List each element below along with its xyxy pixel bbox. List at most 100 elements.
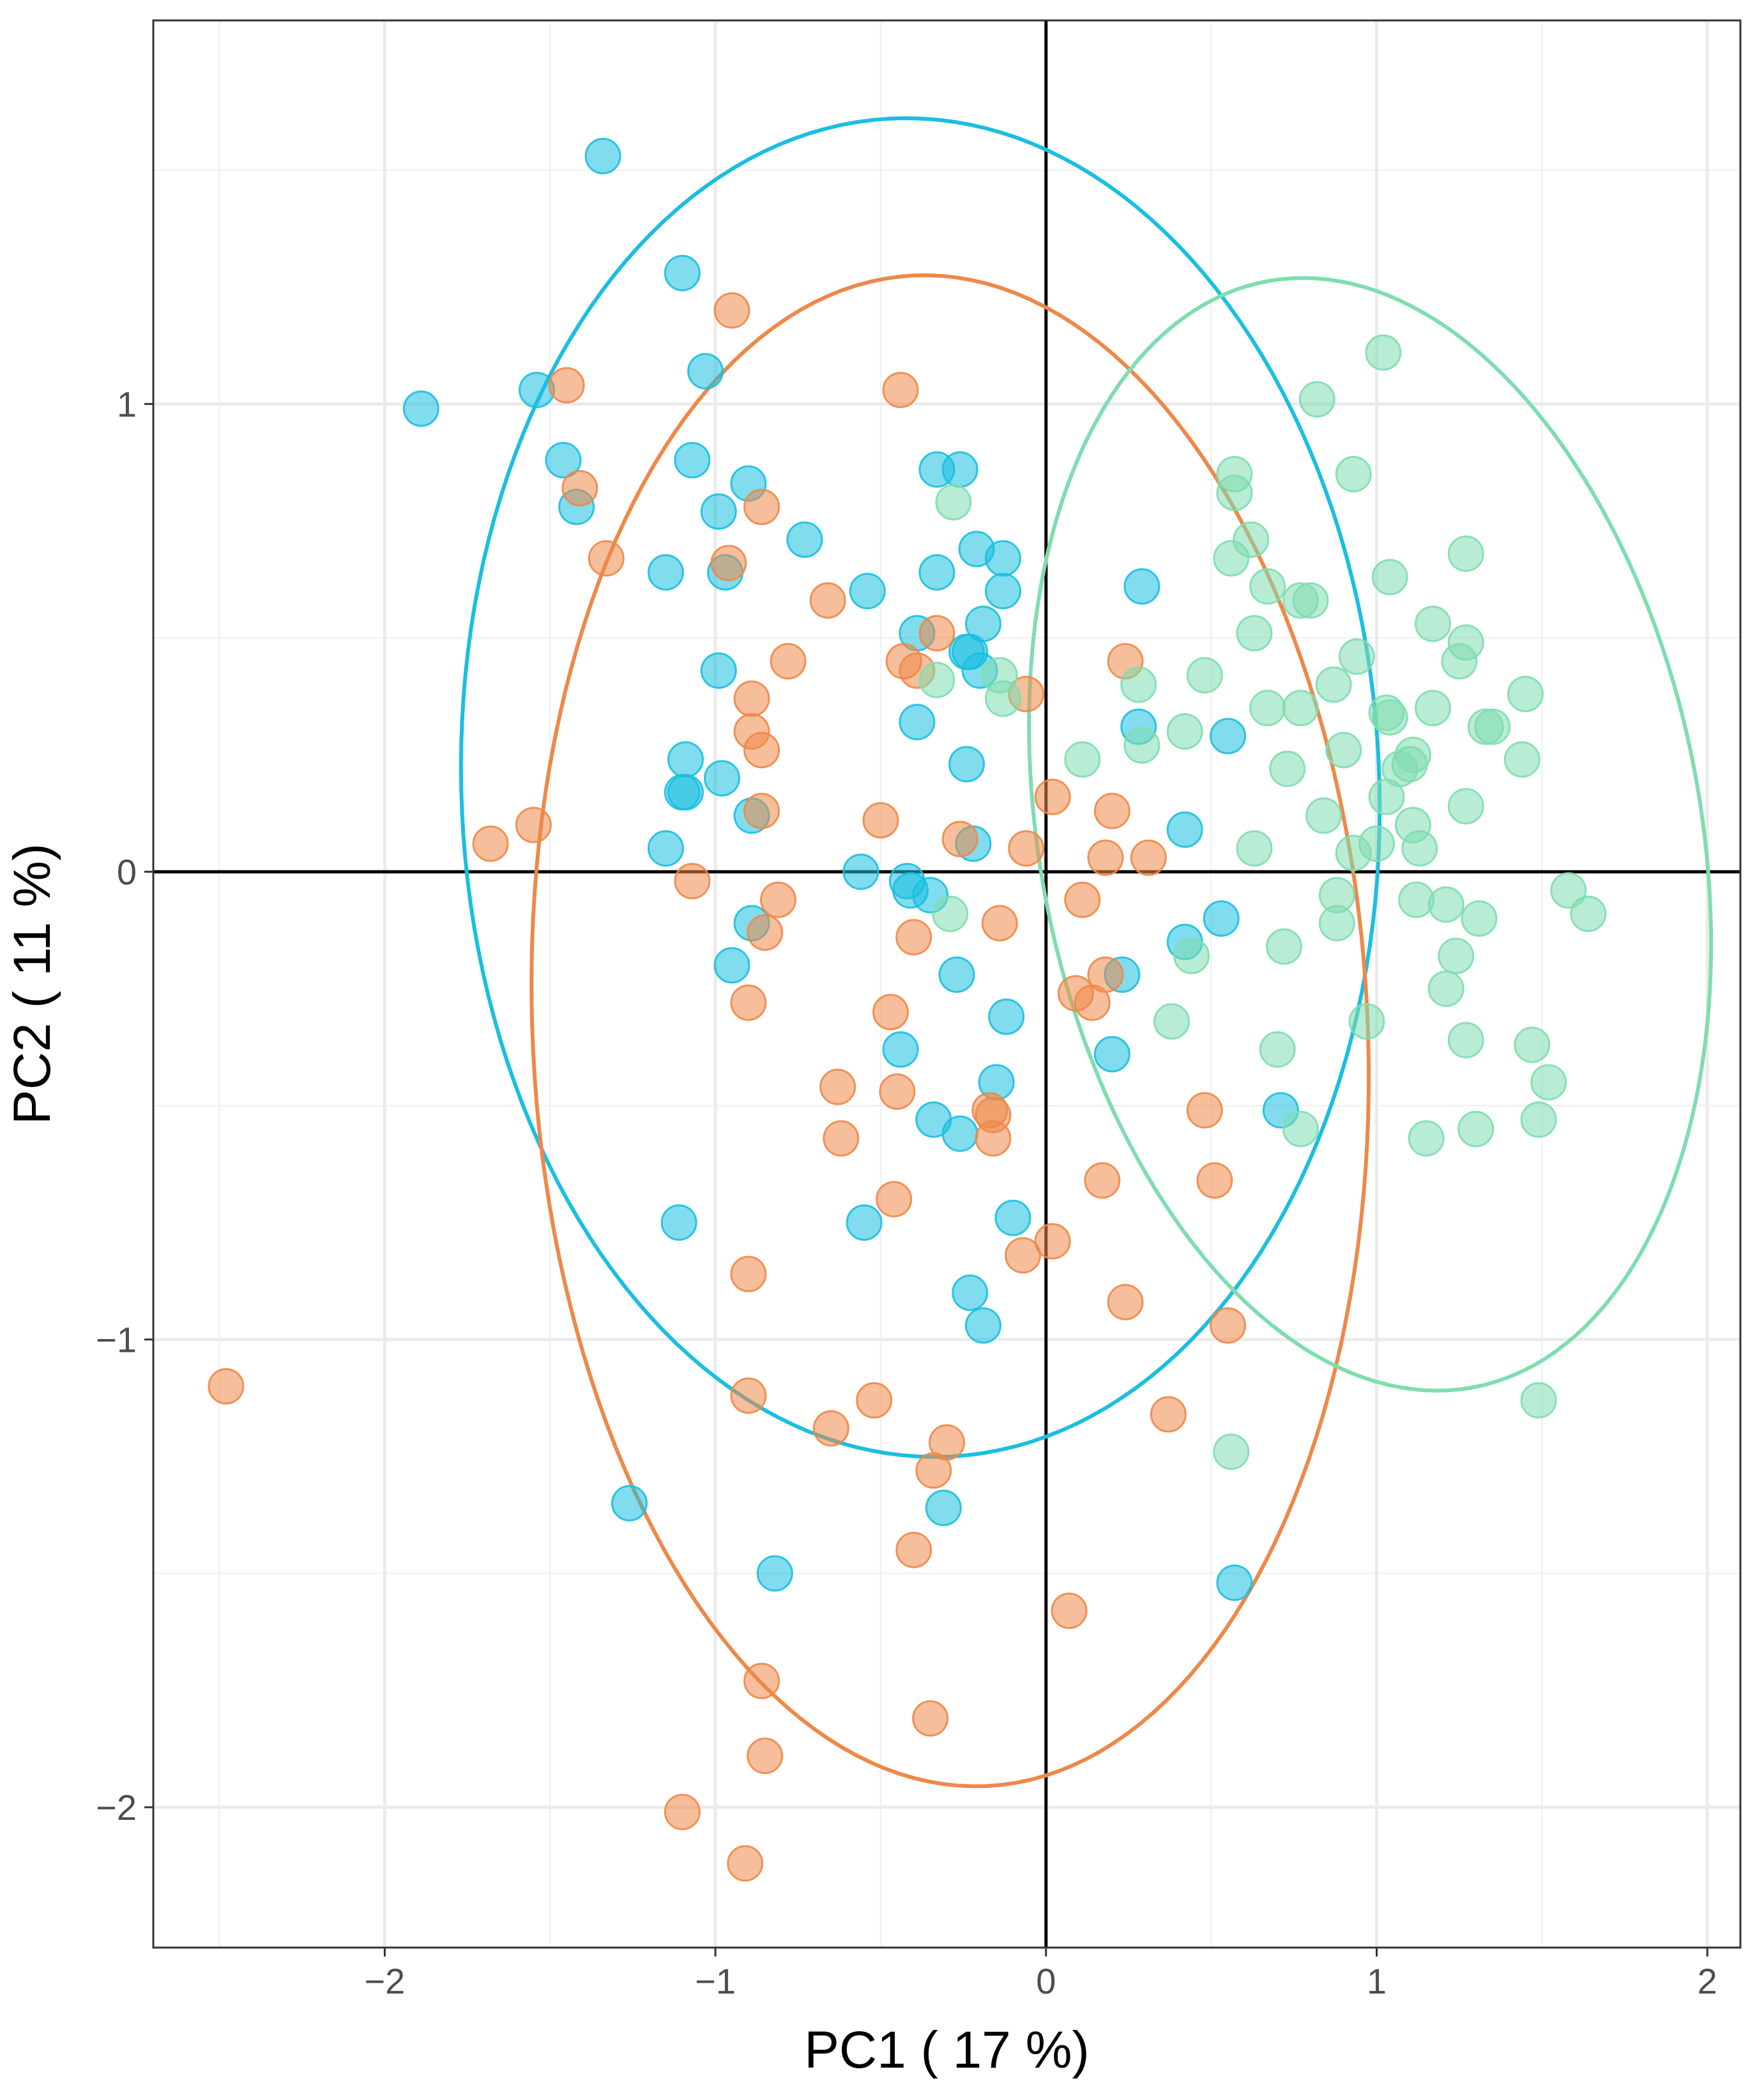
group-green-point [1298, 381, 1335, 418]
group-blue-point [700, 493, 737, 530]
group-blue-point [584, 137, 621, 174]
group-green-point [1335, 456, 1372, 493]
group-green-point [1213, 1434, 1250, 1471]
group-orange-point [561, 470, 598, 507]
group-green-point [1120, 666, 1157, 703]
group-green-point [1213, 540, 1250, 577]
group-green-point [1335, 835, 1372, 872]
group-blue-point [988, 998, 1025, 1035]
group-blue-point [849, 573, 886, 610]
group-blue-point [519, 372, 556, 409]
group-orange-point [1034, 778, 1071, 815]
group-orange-point [1196, 1162, 1233, 1199]
group-blue-point [611, 1485, 648, 1522]
group-orange-point [1087, 956, 1124, 993]
group-orange-point [1186, 1092, 1223, 1129]
group-blue-point [985, 540, 1022, 577]
group-orange-point [1034, 1223, 1071, 1260]
y-tick-label: 0 [117, 852, 137, 892]
group-orange-point [895, 1531, 932, 1568]
group-blue-point [786, 521, 823, 558]
group-green-point [1259, 1031, 1296, 1068]
group-orange-point [918, 615, 955, 652]
group-orange-point [862, 802, 899, 839]
group-orange-point [1051, 1593, 1088, 1630]
group-green-point [1153, 1003, 1190, 1040]
group-blue-point [713, 947, 750, 984]
group-green-point [1173, 937, 1210, 974]
group-green-point [1282, 690, 1319, 727]
group-blue-point [994, 1199, 1031, 1236]
group-green-point [1236, 830, 1273, 867]
group-blue-point [545, 442, 582, 479]
group-green-point [1371, 699, 1408, 736]
group-orange-point [1093, 792, 1130, 829]
group-green-point [1216, 474, 1253, 511]
group-orange-point [733, 680, 770, 717]
group-green-point [918, 662, 955, 699]
group-green-point [1318, 905, 1355, 942]
group-green-point [1520, 1101, 1557, 1138]
group-green-point [1447, 788, 1484, 825]
group-green-point [1457, 1110, 1494, 1147]
group-orange-point [1008, 830, 1045, 867]
group-orange-point [819, 1068, 856, 1105]
y-tick-label: −2 [96, 1787, 137, 1828]
group-orange-point [730, 1255, 767, 1292]
group-green-point [1474, 708, 1511, 745]
group-green-point [1415, 690, 1452, 727]
group-blue-point [941, 451, 978, 488]
group-green-point [1249, 690, 1286, 727]
group-orange-point [713, 292, 750, 329]
group-green-point [1570, 895, 1607, 932]
group-blue-point [925, 1489, 962, 1526]
group-green-point [1338, 638, 1375, 675]
group-orange-point [548, 367, 585, 404]
group-orange-point [812, 1410, 849, 1447]
group-blue-point [647, 554, 684, 591]
group-orange-point [809, 582, 846, 619]
group-blue-point [948, 746, 985, 783]
group-orange-point [895, 919, 932, 956]
group-orange-point [882, 372, 919, 409]
group-green-point [1507, 676, 1544, 713]
group-orange-point [1005, 1237, 1042, 1274]
group-orange-point [515, 806, 552, 844]
group-blue-point [1216, 1564, 1253, 1601]
group-blue-point [402, 390, 439, 427]
group-blue-point [756, 1555, 793, 1592]
group-green-point [1166, 713, 1203, 750]
group-green-point [1266, 928, 1303, 965]
group-green-point [1427, 970, 1464, 1007]
group-orange-point [664, 1794, 701, 1831]
group-green-point [1348, 1003, 1385, 1040]
group-orange-point [730, 1377, 767, 1414]
x-tick-label: 1 [1367, 1961, 1387, 2001]
group-orange-point [674, 863, 711, 900]
group-orange-point [588, 540, 625, 577]
group-orange-point [1087, 839, 1124, 876]
group-orange-points [208, 292, 1247, 1882]
group-green-point [1123, 727, 1160, 764]
group-orange-point [743, 732, 780, 769]
confidence-ellipses [459, 116, 1714, 1789]
y-tick-label: −1 [96, 1320, 137, 1360]
group-blue-point [674, 442, 711, 479]
group-orange-point [1150, 1396, 1187, 1433]
group-orange-point [730, 984, 767, 1021]
x-axis-tick-labels: −2 −1 0 1 2 [364, 1961, 1717, 2001]
group-green-point [1236, 615, 1273, 652]
group-orange-point [981, 905, 1018, 942]
group-blue-point [1166, 811, 1203, 848]
group-blue-point [1203, 900, 1240, 937]
group-orange-point [876, 1181, 913, 1218]
group-orange-point [912, 1700, 949, 1737]
group-orange-point [770, 643, 807, 680]
group-green-point [1305, 797, 1342, 834]
group-orange-point [743, 488, 780, 526]
group-green-ellipse [1027, 276, 1714, 1393]
group-blue-point [846, 1204, 883, 1241]
group-blue-ellipse [459, 116, 1382, 1459]
